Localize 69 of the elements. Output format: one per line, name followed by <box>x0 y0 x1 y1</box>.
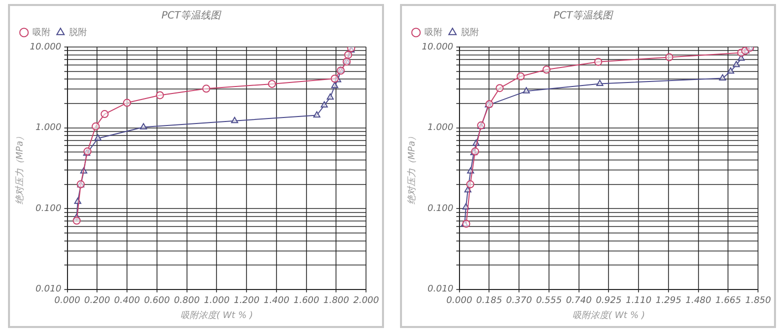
x-tick-label: 1.200 <box>234 296 260 306</box>
point <box>202 84 210 93</box>
point <box>466 180 474 188</box>
point <box>313 111 320 118</box>
point <box>516 72 525 80</box>
y-tick-label: 10.000 <box>30 42 62 52</box>
point <box>344 50 352 59</box>
point <box>100 110 109 118</box>
x-tick-label: 0.185 <box>476 296 502 306</box>
point <box>94 134 102 141</box>
point <box>496 84 504 92</box>
chart-title: PCT等温线图 <box>161 10 222 22</box>
x-tick-label: 1.850 <box>745 296 772 306</box>
point <box>522 87 530 94</box>
point <box>719 74 726 80</box>
x-tick-label: 0.925 <box>596 296 622 306</box>
point <box>738 54 745 61</box>
x-tick-label: 1.000 <box>204 296 230 306</box>
y-tick-label: 1.000 <box>36 123 62 134</box>
x-tick-label: 1.600 <box>293 296 320 306</box>
point <box>727 67 734 74</box>
point <box>156 91 164 100</box>
legend-label: 吸附 <box>32 26 50 38</box>
point <box>320 101 328 108</box>
x-tick-label: 1.800 <box>323 296 350 306</box>
y-axis-title: 绝对压力（MPa） <box>14 132 26 205</box>
y-tick-label: 0.010 <box>36 284 62 295</box>
point <box>594 58 602 66</box>
point <box>140 123 148 130</box>
point <box>72 216 81 225</box>
x-tick-label: 0.000 <box>446 296 472 306</box>
x-tick-label: 1.295 <box>656 296 682 306</box>
y-axis-title: 绝对压力（MPa） <box>406 132 418 205</box>
x-tick-label: 1.110 <box>626 296 652 306</box>
y-tick-label: 0.010 <box>428 284 454 295</box>
x-tick-label: 0.400 <box>114 296 140 306</box>
x-tick-label: 0.800 <box>174 296 200 306</box>
y-tick-label: 10.000 <box>422 42 454 52</box>
x-axis-title: 吸附浓度( Wt % ) <box>572 310 645 321</box>
point <box>330 74 339 83</box>
point <box>92 122 100 130</box>
legend-label: 吸附 <box>424 26 442 38</box>
point <box>123 98 132 107</box>
x-tick-label: 0.370 <box>506 296 532 306</box>
chart-title: PCT等温线图 <box>553 10 614 22</box>
x-tick-label: 0.200 <box>84 296 110 306</box>
point <box>732 60 740 68</box>
x-tick-label: 2.000 <box>353 296 380 306</box>
x-tick-label: 0.000 <box>54 296 80 306</box>
y-tick-label: 0.100 <box>36 204 62 214</box>
x-axis-title: 吸附浓度( Wt % ) <box>180 310 253 321</box>
point <box>326 93 334 100</box>
point <box>231 116 238 124</box>
x-tick-label: 0.740 <box>566 296 592 306</box>
y-tick-label: 1.000 <box>428 123 454 134</box>
x-tick-label: 1.480 <box>685 296 712 306</box>
point <box>331 82 338 88</box>
y-tick-label: 0.100 <box>428 204 454 214</box>
point <box>268 80 276 88</box>
legend-label: 脱附 <box>461 26 479 38</box>
point <box>462 203 470 210</box>
point <box>596 80 604 86</box>
x-tick-label: 0.555 <box>536 296 562 306</box>
legend-label: 脱附 <box>69 26 87 38</box>
point <box>542 66 551 74</box>
x-tick-label: 1.665 <box>715 296 742 306</box>
x-tick-label: 0.600 <box>144 296 170 306</box>
point <box>665 53 674 62</box>
x-tick-label: 1.400 <box>264 296 290 306</box>
